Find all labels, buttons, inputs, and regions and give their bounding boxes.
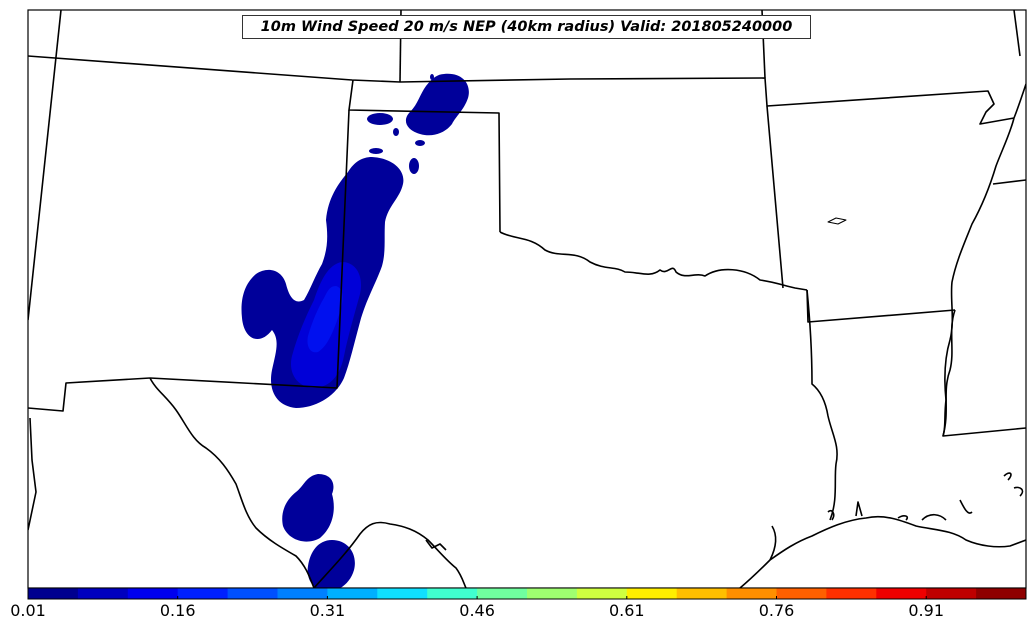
colorbar-tick-label: 0.01 <box>10 601 46 620</box>
map-title: 10m Wind Speed 20 m/s NEP (40km radius) … <box>242 15 811 39</box>
colorbar-tick-label: 0.31 <box>309 601 346 620</box>
colorbar-tick-label: 0.91 <box>908 601 944 620</box>
colorbar-segment <box>377 588 428 599</box>
colorbar-segment <box>28 588 79 599</box>
colorbar-segment <box>477 588 528 599</box>
colorbar-segment <box>127 588 179 599</box>
colorbar-segment <box>576 588 628 599</box>
probability-region-south-2 <box>307 540 355 588</box>
colorbar-segment <box>427 588 478 599</box>
colorbar-segment <box>676 588 728 599</box>
probability-speck <box>409 158 419 174</box>
probability-region-inner-light <box>307 286 343 353</box>
colorbar-frame <box>27 587 1027 600</box>
colorbar-segment <box>826 588 877 599</box>
colorbar-segment <box>926 588 977 599</box>
colorbar-segment <box>626 588 678 599</box>
colorbar-segment <box>776 588 827 599</box>
colorbar-segment <box>327 588 378 599</box>
probability-region-south-1 <box>282 474 334 542</box>
probability-speck <box>369 148 383 154</box>
colorbar-segment <box>726 588 777 599</box>
colorbar-tick-label: 0.16 <box>159 601 196 620</box>
state-boundaries <box>28 10 1026 588</box>
colorbar-segment <box>876 588 927 599</box>
probability-speck <box>430 74 434 80</box>
probability-speck <box>415 140 425 146</box>
colorbar-tick-label: 0.61 <box>608 601 645 620</box>
colorbar-segment <box>77 588 129 599</box>
colorbar-segment <box>227 588 278 599</box>
probability-regions <box>241 73 469 588</box>
colorbar-tick-label: 0.46 <box>459 601 495 620</box>
colorbar-segment <box>277 588 328 599</box>
probability-region-north <box>405 73 469 136</box>
colorbar-segment <box>527 588 578 599</box>
colorbar-tick-label: 0.76 <box>758 601 795 620</box>
colorbar <box>27 588 1027 599</box>
probability-speck <box>393 128 399 136</box>
colorbar-segment <box>976 588 1027 599</box>
probability-speck <box>367 113 393 125</box>
map-frame <box>27 9 1027 589</box>
colorbar-segment <box>177 588 229 599</box>
